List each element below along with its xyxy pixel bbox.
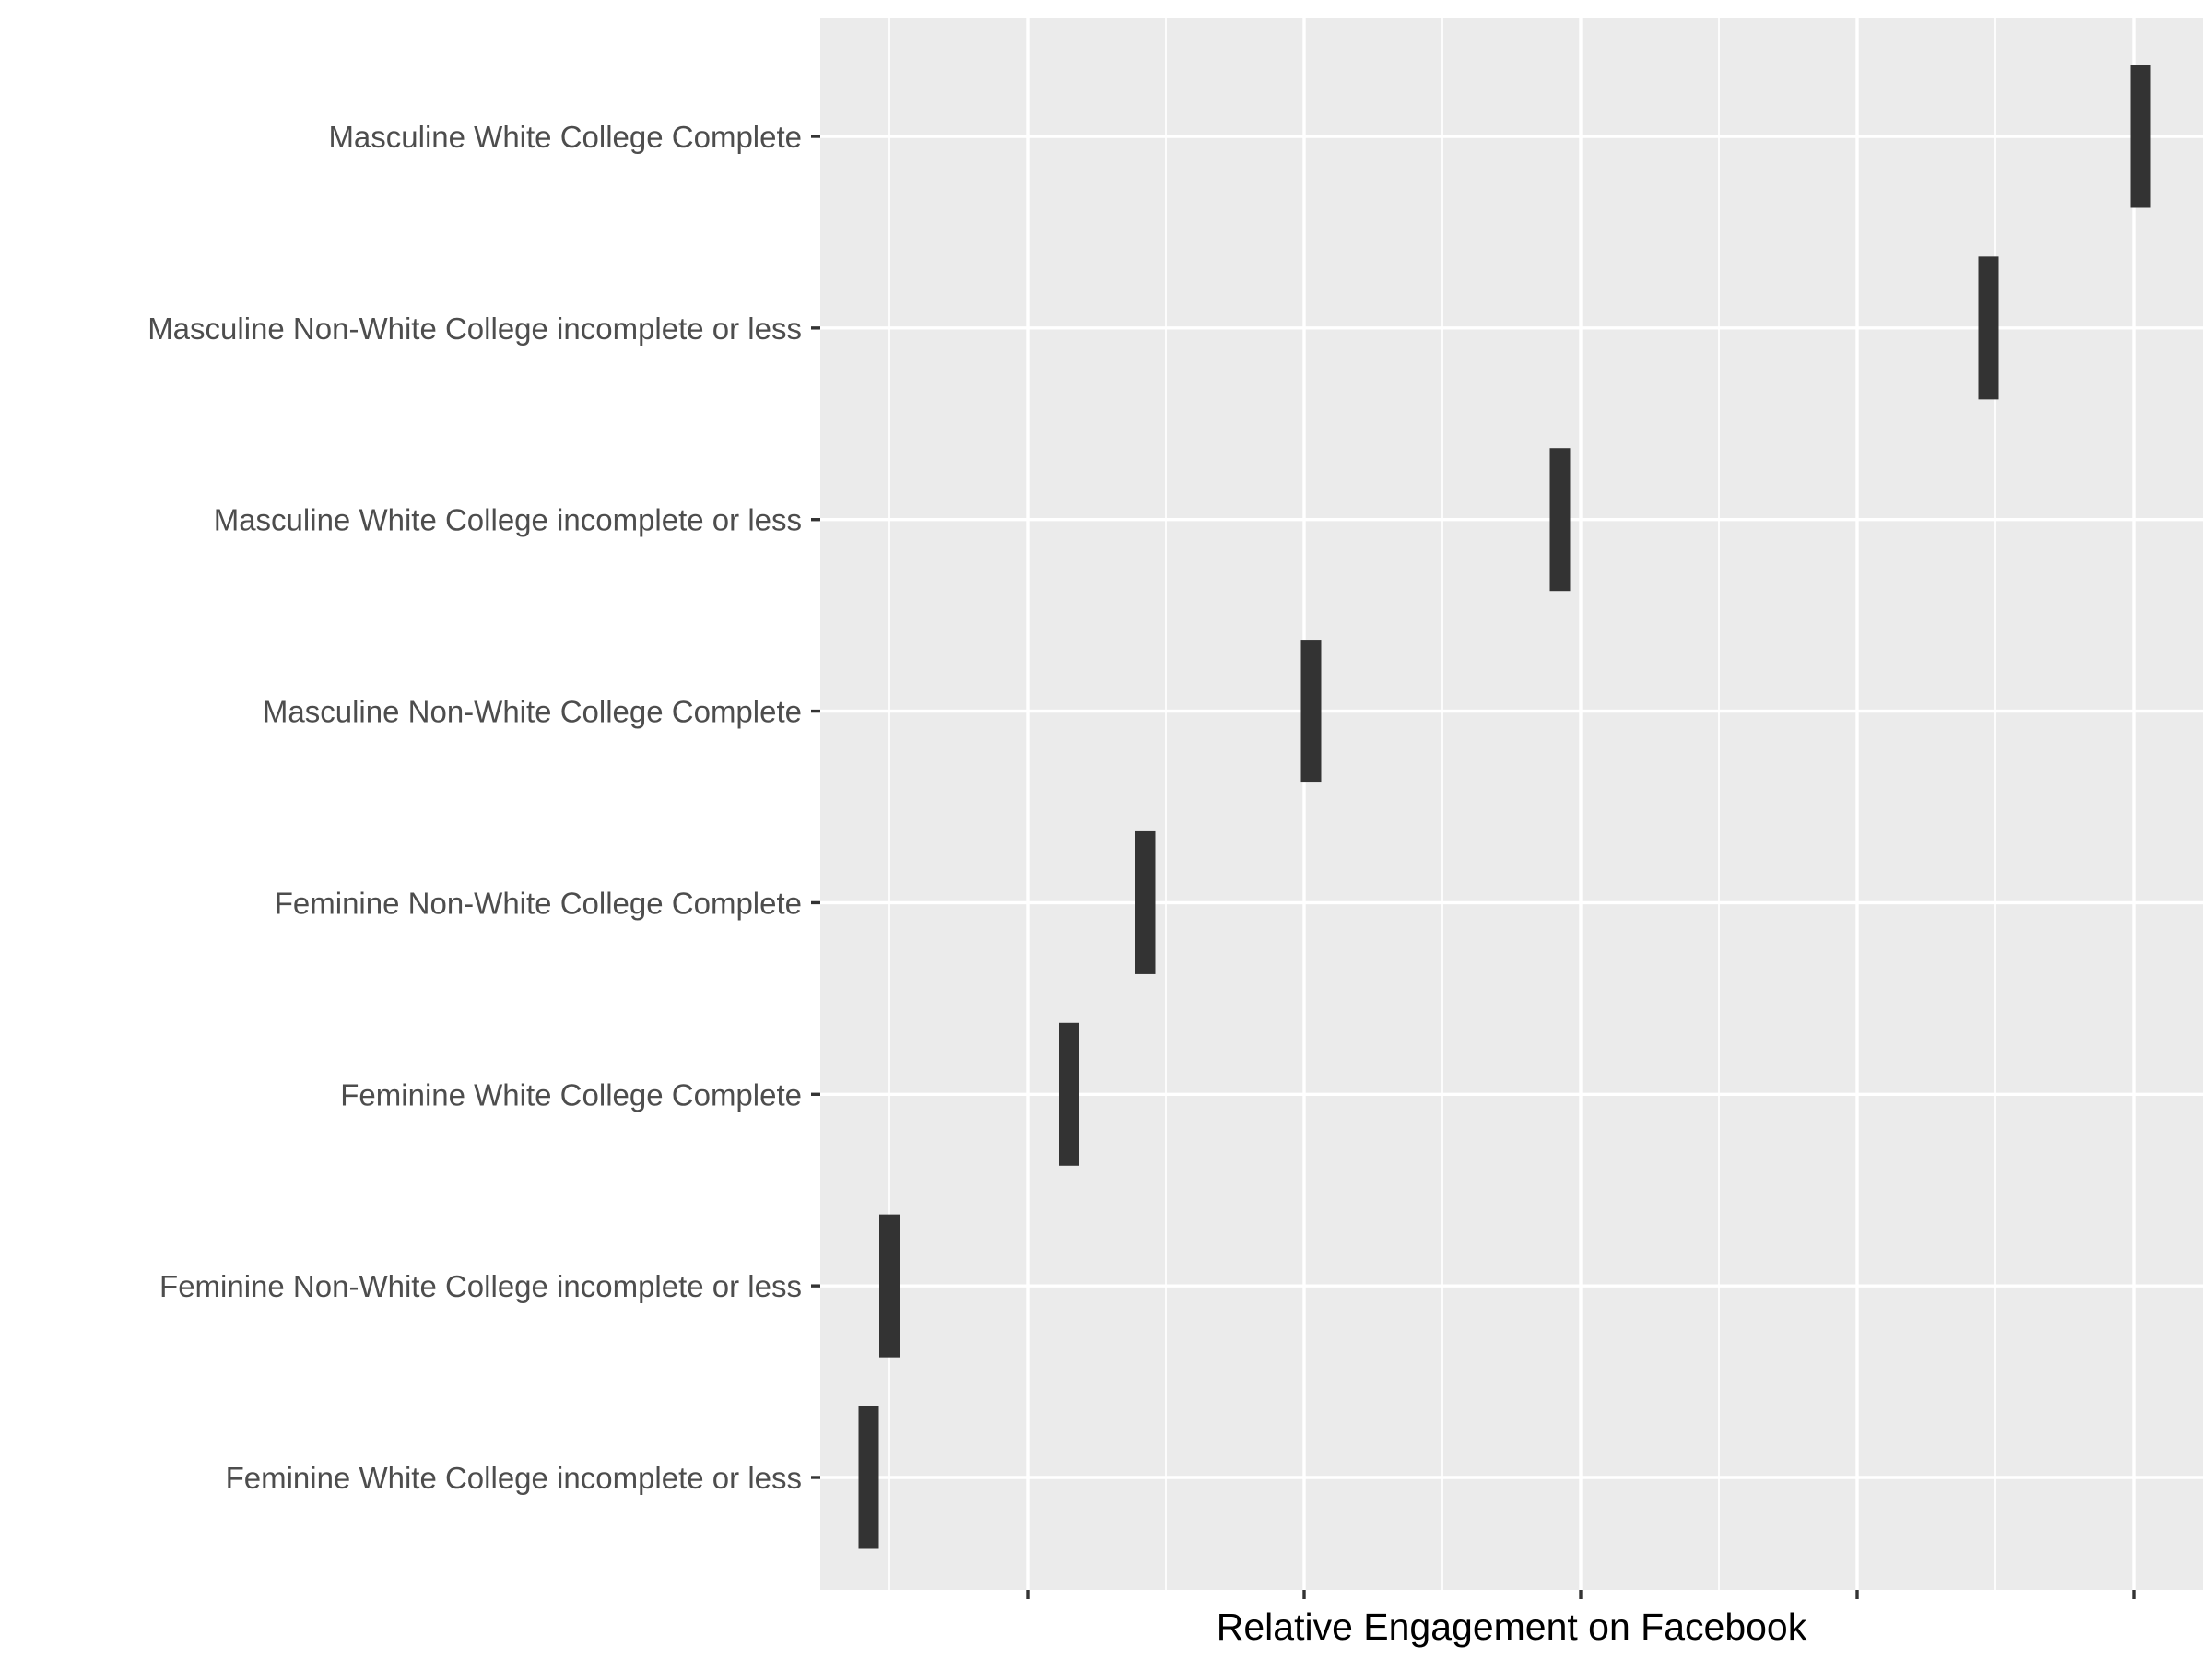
data-mark-6: [879, 1214, 900, 1358]
y-tick-label-2: Masculine White College incomplete or le…: [214, 503, 802, 537]
data-mark-3: [1300, 640, 1322, 783]
x-axis: [1026, 1590, 2136, 1599]
data-mark-5: [1059, 1022, 1079, 1166]
data-mark-0: [2130, 65, 2151, 208]
y-axis: Masculine White College Complete Masculin…: [147, 120, 820, 1495]
y-tick-label-1: Masculine Non-White College incomplete o…: [147, 312, 802, 346]
y-tick-label-0: Masculine White College Complete: [328, 120, 802, 154]
data-mark-2: [1549, 448, 1571, 592]
y-tick-label-5: Feminine White College Complete: [340, 1077, 802, 1112]
data-mark-1: [1978, 256, 1999, 400]
grid-layer: [820, 18, 2203, 1590]
y-tick-label-7: Feminine White College incomplete or les…: [226, 1461, 802, 1495]
x-axis-title: Relative Engagement on Facebook: [1217, 1606, 1807, 1648]
y-tick-label-4: Feminine Non-White College Complete: [275, 886, 802, 920]
plot-panel: [820, 18, 2203, 1590]
data-mark-4: [1135, 830, 1156, 974]
data-mark-7: [858, 1406, 879, 1549]
y-tick-label-6: Feminine Non-White College incomplete or…: [159, 1269, 802, 1303]
y-tick-label-3: Masculine Non-White College Complete: [263, 695, 802, 729]
mark-layer: [858, 65, 2151, 1549]
